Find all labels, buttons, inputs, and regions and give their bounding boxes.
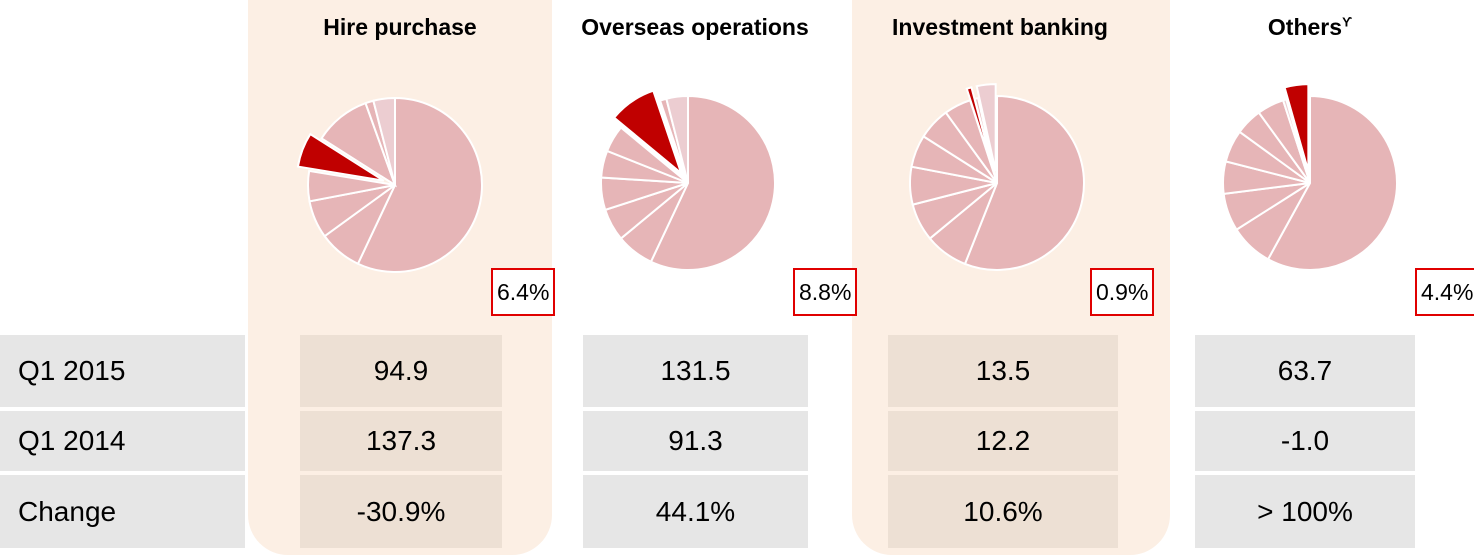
- table-cell: 10.6%: [888, 475, 1118, 548]
- table-cell: 63.7: [1195, 335, 1415, 407]
- table-cell: 44.1%: [583, 475, 808, 548]
- table-cell: -1.0: [1195, 411, 1415, 471]
- pie-slice: [649, 94, 776, 271]
- table-cell: -30.9%: [300, 475, 502, 548]
- pie-slice: [975, 83, 997, 172]
- title-text: Hire purchase: [323, 14, 477, 40]
- title-text: Overseas operations: [581, 14, 809, 40]
- chart-title: Othersϒ: [1160, 14, 1460, 41]
- table-cell: 12.2: [888, 411, 1118, 471]
- row-label: Q1 2015: [0, 335, 245, 407]
- value-label: 4.4%: [1415, 268, 1474, 316]
- pie-slice: [612, 89, 684, 177]
- pies: [296, 83, 1398, 273]
- row-label: Change: [0, 475, 245, 548]
- table-cell: 137.3: [300, 411, 502, 471]
- pie-slice: [965, 86, 995, 172]
- row-label: Q1 2014: [0, 411, 245, 471]
- pie-slice: [973, 96, 998, 184]
- value-label: 0.9%: [1090, 268, 1155, 316]
- pie-slice: [356, 96, 483, 273]
- pie-slice: [296, 132, 385, 182]
- pie-slice: [307, 169, 396, 203]
- pie-slice: [665, 94, 689, 184]
- pie-slice: [1281, 98, 1311, 184]
- pie-slice: [372, 96, 396, 186]
- table-cell: 94.9: [300, 335, 502, 407]
- title-text: Investment banking: [892, 14, 1108, 40]
- chart-title: Hire purchase: [250, 14, 550, 41]
- table-cell: > 100%: [1195, 475, 1415, 548]
- table-cell: 131.5: [583, 335, 808, 407]
- chart-title: Investment banking: [850, 14, 1150, 41]
- pie-slice: [963, 94, 1085, 271]
- chart-title: Overseas operations: [545, 14, 845, 41]
- pie-slice: [605, 126, 689, 184]
- pie-slice: [1266, 94, 1398, 271]
- pie-slice: [1283, 83, 1310, 172]
- table-cell: 91.3: [583, 411, 808, 471]
- table-cell: 13.5: [888, 335, 1118, 407]
- value-label: 8.8%: [793, 268, 858, 316]
- title-superscript: ϒ: [1342, 14, 1353, 30]
- value-label: 6.4%: [491, 268, 556, 316]
- title-text: Others: [1267, 14, 1343, 40]
